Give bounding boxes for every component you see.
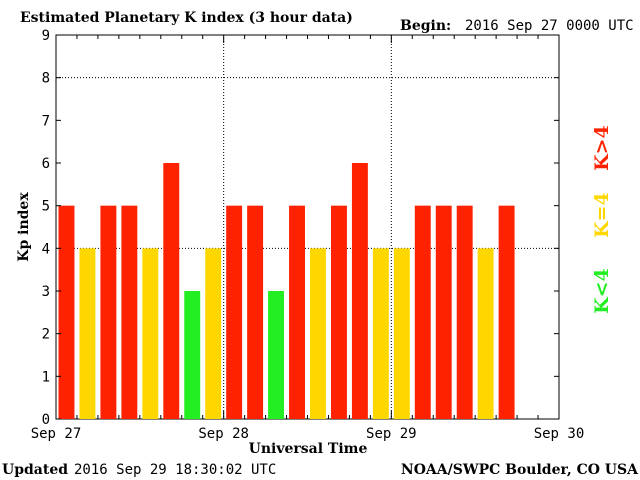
y-tick-label: 5: [42, 199, 50, 215]
kp-bar: [58, 205, 75, 419]
updated-value: 2016 Sep 29 18:30:02 UTC: [74, 462, 276, 478]
y-tick-label: 4: [42, 241, 50, 257]
kp-bar: [205, 248, 222, 419]
y-tick-label: 3: [42, 284, 50, 300]
y-tick-label: 0: [42, 412, 50, 428]
legend-k-eq-4: K=4: [591, 192, 613, 238]
x-tick-label: Sep 27: [31, 426, 82, 442]
y-axis: 0 1 2 3 4 5 6 7 8 9: [42, 28, 559, 428]
kp-bar: [289, 205, 305, 419]
y-tick-label: 6: [42, 156, 50, 172]
kp-bar: [435, 205, 452, 419]
kp-bar: [393, 248, 410, 419]
kp-bar: [414, 205, 431, 419]
y-tick-label: 7: [42, 113, 50, 129]
kp-bar: [79, 248, 96, 419]
y-axis-label: Kp index: [16, 192, 32, 262]
x-tick-label: Sep 28: [198, 426, 249, 442]
kp-bar: [477, 248, 494, 419]
chart-title: Estimated Planetary K index (3 hour data…: [20, 10, 353, 26]
x-tick-label: Sep 30: [534, 426, 585, 442]
begin-value: 2016 Sep 27 0000 UTC: [465, 18, 634, 34]
kp-bar: [247, 205, 264, 419]
kp-bar: [226, 205, 243, 419]
kp-bar: [498, 205, 515, 419]
kp-bar: [142, 248, 159, 419]
legend-k-gt-4: K>4: [591, 125, 613, 171]
kp-bar: [268, 291, 285, 419]
kp-bar: [121, 205, 138, 419]
grid-lines: [56, 35, 559, 419]
kp-bar: [184, 291, 201, 419]
y-tick-label: 1: [42, 369, 50, 385]
y-tick-label: 9: [42, 28, 50, 44]
kp-bar: [351, 163, 368, 419]
kp-bar: [310, 248, 326, 419]
bar-series: [58, 163, 515, 419]
updated-label: Updated: [2, 462, 68, 478]
legend-k-lt-4: K<4: [591, 268, 613, 314]
kp-bar: [456, 205, 473, 419]
kp-bar: [372, 248, 389, 419]
begin-label: Begin:: [400, 18, 451, 34]
x-tick-label: Sep 29: [366, 426, 417, 442]
source-credit: NOAA/SWPC Boulder, CO USA: [401, 462, 639, 478]
x-axis-label: Universal Time: [249, 441, 368, 457]
kp-bar: [100, 205, 117, 419]
kp-bar: [163, 163, 180, 419]
y-tick-label: 2: [42, 327, 50, 343]
y-tick-label: 8: [42, 71, 50, 87]
kp-bar: [330, 205, 347, 419]
x-axis: Sep 27 Sep 28 Sep 29 Sep 30: [31, 35, 585, 442]
